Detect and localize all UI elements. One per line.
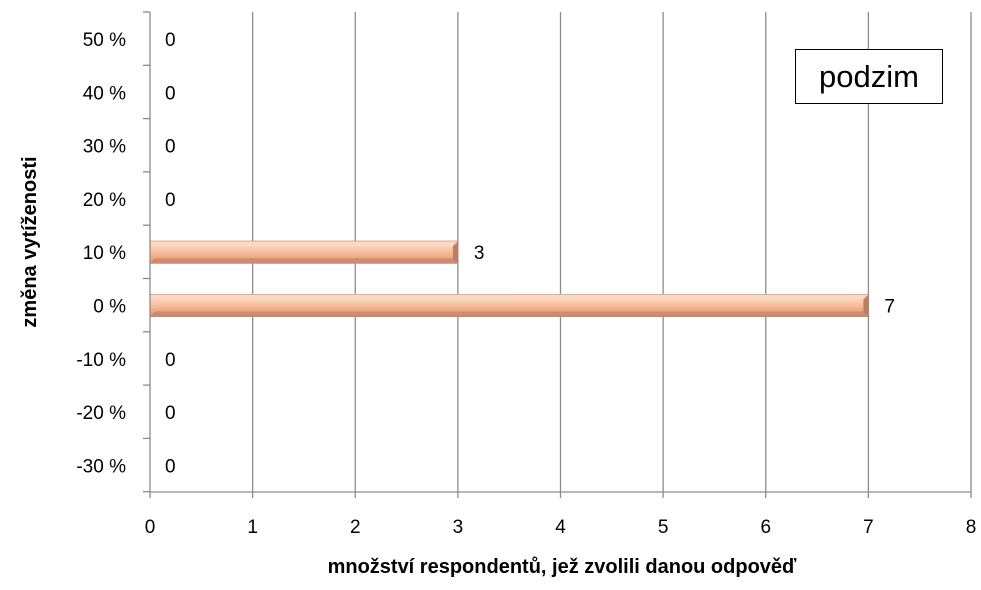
x-tick-label: 2 (350, 517, 361, 538)
bars (149, 240, 869, 317)
data-label: 0 (165, 403, 176, 424)
y-tick-label: 10 % (83, 243, 126, 264)
y-tick-label: 0 % (93, 297, 126, 318)
labels: 0 1 2 3 4 5 6 7 850 % 040 % 030 % 020 % 010 % 30 % 7-1… (76, 30, 976, 538)
x-tick-label: 7 (863, 517, 874, 538)
x-tick-label: 0 (145, 517, 156, 538)
data-label: 0 (165, 190, 176, 211)
y-tick-label: 20 % (83, 190, 126, 211)
x-tick-label: 6 (760, 517, 771, 538)
x-tick-label: 5 (658, 517, 669, 538)
data-label: 0 (165, 83, 176, 104)
y-tick-label: -30 % (76, 456, 126, 477)
x-tick-label: 3 (453, 517, 464, 538)
bar-bevel-top (150, 294, 869, 300)
y-tick-label: 50 % (83, 30, 126, 51)
x-tick-label: 4 (555, 517, 566, 538)
data-label: 3 (474, 243, 485, 264)
bar-bevel-bottom (150, 258, 458, 264)
x-axis-title: množství respondentů, jež zvolili danou … (328, 556, 797, 578)
bar-bevel-top (150, 241, 458, 247)
season-label: podzim (795, 49, 943, 104)
y-axis-title: změna vytíženosti (19, 156, 41, 327)
x-tick-label: 1 (247, 517, 258, 538)
data-label: 0 (165, 350, 176, 371)
bar-bevel-right (452, 241, 458, 264)
bar (149, 294, 869, 317)
data-label: 0 (165, 30, 176, 51)
bar-bevel-bottom (150, 311, 869, 317)
y-tick-label: 40 % (83, 83, 126, 104)
y-tick-label: -20 % (76, 403, 126, 424)
data-label: 0 (165, 137, 176, 158)
bar-bevel-right (863, 294, 869, 317)
y-tick-label: -10 % (76, 350, 126, 371)
axes (143, 11, 972, 498)
data-label: 0 (165, 456, 176, 477)
data-label: 7 (884, 297, 895, 318)
x-tick-label: 8 (966, 517, 977, 538)
bar (149, 240, 459, 264)
y-tick-label: 30 % (83, 137, 126, 158)
